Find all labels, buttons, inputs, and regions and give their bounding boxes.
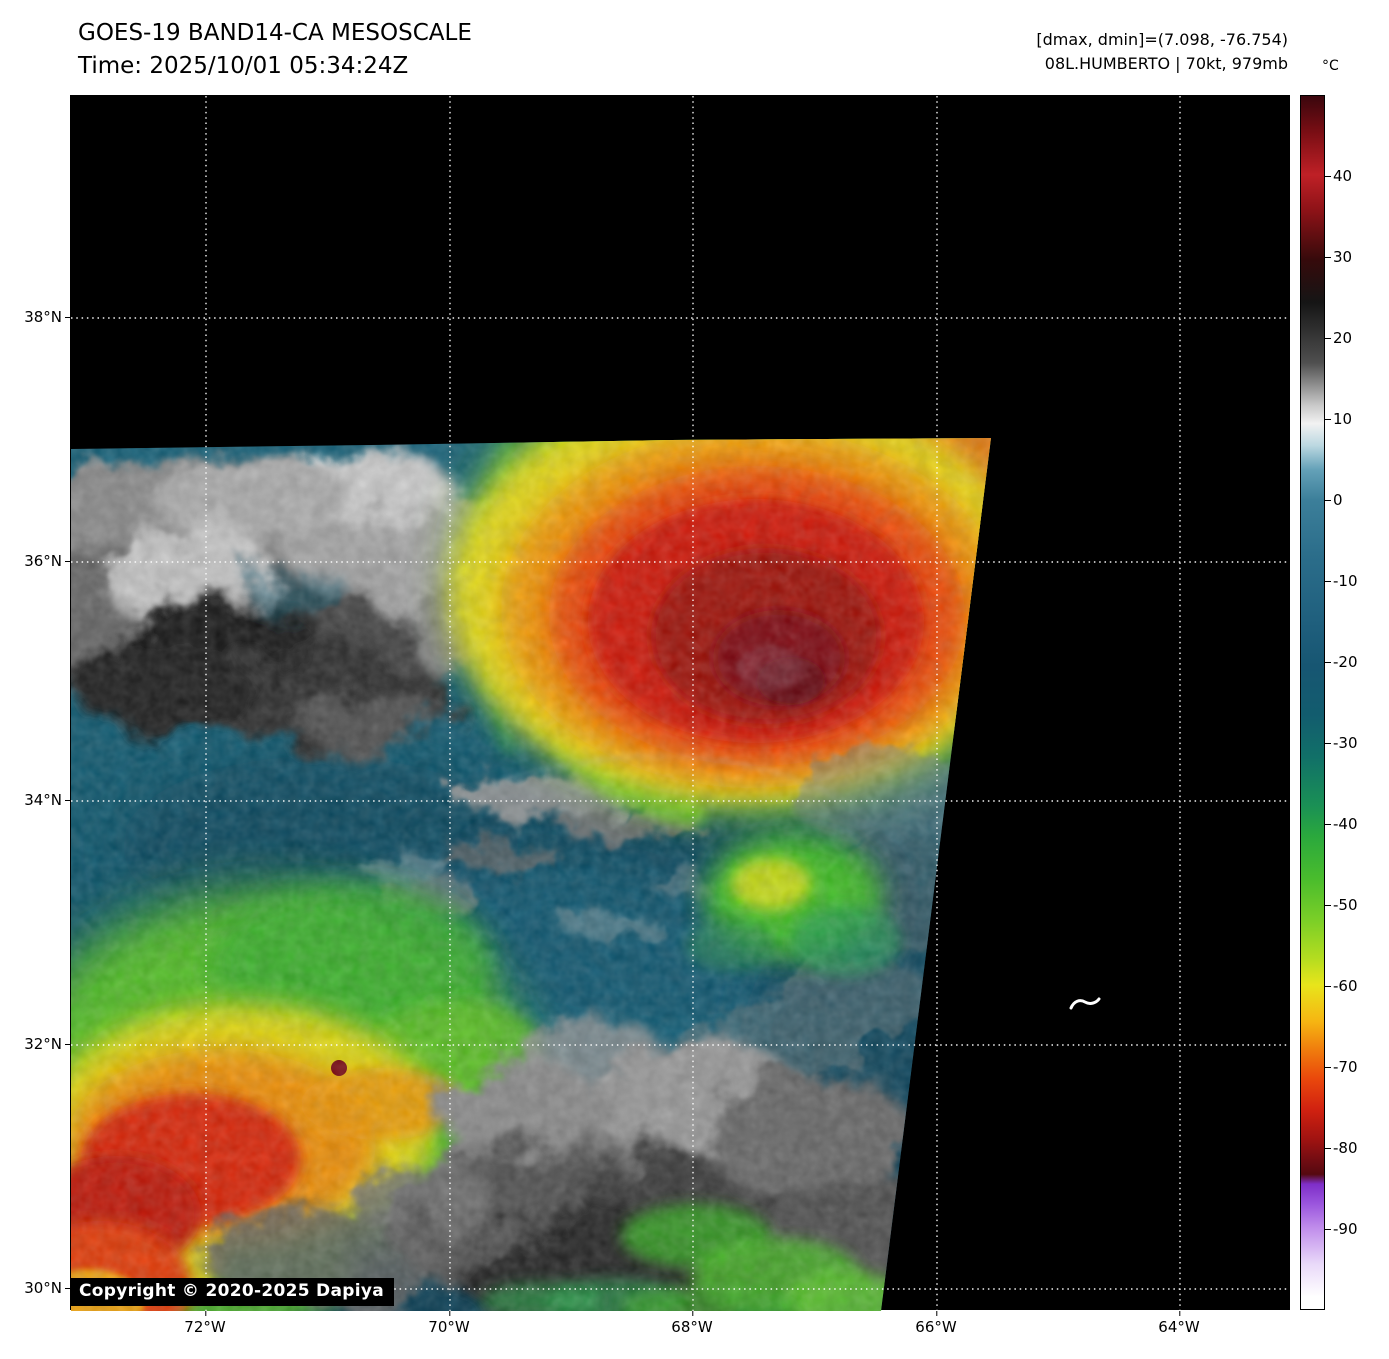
colorbar-tick-n10: -10 (1325, 572, 1358, 590)
colorbar-tick-20: 20 (1324, 329, 1353, 347)
colorbar-unit-label: °C (1322, 58, 1339, 74)
map-area: Copyright © 2020-2025 Dapiya (70, 95, 1291, 1311)
colorbar-tick-n30: -30 (1325, 734, 1358, 752)
lat-label-36n: 36°N (24, 552, 70, 570)
colorbar-tick-30: 30 (1324, 248, 1353, 266)
grain-texture-dark (71, 438, 991, 1311)
page-title: GOES-19 BAND14-CA MESOSCALE (78, 20, 472, 46)
colorbar-tick-n20: -20 (1325, 653, 1358, 671)
colorbar-tick-n90: -90 (1325, 1220, 1358, 1238)
lat-label-38n: 38°N (24, 308, 70, 326)
lon-label-64w: 64°W (1158, 1311, 1200, 1336)
colorbar-gradient (1301, 96, 1324, 1309)
copyright-label: Copyright © 2020-2025 Dapiya (71, 1278, 394, 1306)
colorbar-tick-n40: -40 (1325, 815, 1358, 833)
lon-label-66w: 66°W (915, 1311, 957, 1336)
colorbar-tick-n50: -50 (1325, 896, 1358, 914)
timestamp: Time: 2025/10/01 05:34:24Z (78, 53, 409, 79)
colorbar-tick-n80: -80 (1325, 1139, 1358, 1157)
lat-label-34n: 34°N (24, 791, 70, 809)
colorbar-tick-n70: -70 (1325, 1058, 1358, 1076)
colorbar-tick-n60: -60 (1325, 977, 1358, 995)
lat-label-30n: 30°N (24, 1279, 70, 1297)
colorbar-tick-10: 10 (1324, 410, 1353, 428)
gridlines (71, 96, 1291, 1311)
colorbar-tick-0: 0 (1325, 491, 1343, 509)
header-right: [dmax, dmin]=(7.098, -76.754) 08L.HUMBER… (1036, 28, 1288, 76)
colorbar-tick-40: 40 (1324, 167, 1353, 185)
satellite-swath (71, 438, 991, 1311)
lon-label-70w: 70°W (428, 1311, 470, 1336)
lat-label-32n: 32°N (24, 1035, 70, 1053)
bermuda-island (1069, 997, 1101, 1010)
dmax-dmin-readout: [dmax, dmin]=(7.098, -76.754) (1036, 30, 1288, 49)
storm-info: 08L.HUMBERTO | 70kt, 979mb (1044, 54, 1288, 73)
lon-label-72w: 72°W (184, 1311, 226, 1336)
lon-label-68w: 68°W (671, 1311, 713, 1336)
satellite-image (71, 96, 1291, 1311)
colorbar (1300, 95, 1325, 1310)
